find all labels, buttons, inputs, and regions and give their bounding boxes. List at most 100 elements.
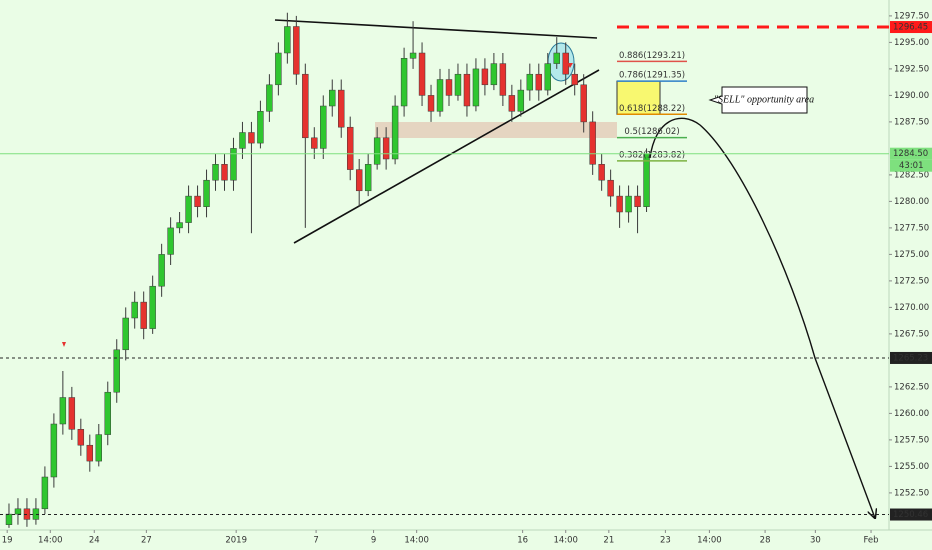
candle-body <box>391 105 399 160</box>
x-tick-label: 7 <box>313 536 318 546</box>
candle-body <box>589 121 596 165</box>
candle-body <box>311 137 318 149</box>
candle-body <box>338 89 345 128</box>
candle-body <box>239 132 246 149</box>
y-tick-label: 1257.50 <box>894 435 929 445</box>
candle-body <box>248 132 255 144</box>
candle-body <box>454 73 462 96</box>
callout-box <box>708 86 808 114</box>
y-tick-label: 1282.50 <box>894 170 929 180</box>
candle-body <box>499 63 507 96</box>
price-label: 1250.46 <box>893 510 928 520</box>
x-tick-label: 21 <box>603 536 614 546</box>
candle-body <box>185 195 192 223</box>
candle-body <box>481 68 489 86</box>
y-tick-label: 1277.50 <box>894 223 929 233</box>
candle-body <box>607 179 614 197</box>
y-tick-label: 1262.50 <box>894 382 929 392</box>
x-tick-label: 14:00 <box>553 536 578 546</box>
x-tick-label: 9 <box>371 536 376 546</box>
candle-body <box>203 179 210 207</box>
candle-body <box>382 137 390 160</box>
lower-trendline <box>293 69 600 244</box>
y-tick-label: 1252.50 <box>894 488 929 498</box>
candle-body <box>409 52 417 59</box>
price-label-bg <box>890 21 932 34</box>
candle-body <box>221 164 228 181</box>
candle-body <box>104 391 111 435</box>
candle-body <box>158 254 165 287</box>
candle-body <box>355 169 363 192</box>
candle-body <box>149 285 156 329</box>
candle-body <box>346 126 354 170</box>
candle-body <box>400 58 408 107</box>
candle-body <box>95 434 102 462</box>
countdown: 43:01 <box>899 161 924 171</box>
x-tick-label: 24 <box>89 536 100 546</box>
highlight-circle <box>547 42 575 82</box>
candle-body <box>194 195 201 207</box>
candle-body <box>86 444 94 462</box>
x-tick-label: 2019 <box>225 536 247 546</box>
candle-body <box>535 73 543 91</box>
candle-body <box>284 26 291 54</box>
fib-label: 0.618(1288.22) <box>619 104 685 114</box>
candle-body <box>445 79 453 96</box>
projection-path <box>649 117 875 518</box>
candle-body <box>625 195 632 213</box>
fib-label: 0.382(1283.82) <box>619 150 685 160</box>
x-tick-label: 16 <box>517 536 528 546</box>
candle-body <box>293 26 300 75</box>
x-tick-label: 23 <box>660 536 671 546</box>
y-tick-label: 1280.00 <box>894 197 929 207</box>
signal-marker <box>62 342 66 347</box>
x-tick-label: 14:00 <box>404 536 429 546</box>
candle-body <box>598 164 605 181</box>
candle-body <box>113 349 120 393</box>
x-tick-label: 28 <box>760 536 771 546</box>
y-tick-label: 1295.00 <box>894 38 929 48</box>
candle-body <box>490 63 498 86</box>
candle-body <box>275 52 282 86</box>
fib-label: 0.886(1293.21) <box>619 51 685 61</box>
candle-body <box>302 73 309 139</box>
y-tick-label: 1292.50 <box>894 64 929 74</box>
x-tick-label: 14:00 <box>38 536 63 546</box>
y-tick-label: 1260.00 <box>894 409 929 419</box>
candle-body <box>553 52 560 64</box>
price-label-bg <box>890 508 932 521</box>
y-tick-label: 1272.50 <box>894 276 929 286</box>
candle-body <box>634 195 641 207</box>
candle-body <box>320 105 327 149</box>
price-label: 1265.23 <box>893 353 928 363</box>
candle-body <box>517 89 525 112</box>
candle-body <box>230 148 237 181</box>
candle-body <box>329 89 336 107</box>
candle-body <box>373 137 381 165</box>
resistance-zone <box>375 122 617 138</box>
price-label-bg <box>890 351 932 364</box>
candle-body <box>140 301 147 329</box>
candle-body <box>122 317 129 351</box>
plot <box>5 12 650 528</box>
candle-body <box>463 73 471 107</box>
price-label: 1284.50 <box>893 149 928 159</box>
y-tick-label: 1275.00 <box>894 250 929 260</box>
candle-body <box>176 222 183 229</box>
candle-body <box>14 508 22 515</box>
candle-body <box>41 476 49 510</box>
y-tick-label: 1290.00 <box>894 91 929 101</box>
y-tick-label: 1267.50 <box>894 329 929 339</box>
y-tick-label: 1287.50 <box>894 117 929 127</box>
candle-body <box>266 84 273 112</box>
countdown-bg <box>890 159 932 172</box>
candle-body <box>427 95 435 112</box>
x-tick-label: 30 <box>810 536 821 546</box>
price-label: 1296.45 <box>893 23 928 33</box>
candle-body <box>436 79 444 112</box>
candle-body <box>571 73 578 86</box>
candle-body <box>526 73 534 91</box>
y-tick-label: 1255.00 <box>894 462 929 472</box>
